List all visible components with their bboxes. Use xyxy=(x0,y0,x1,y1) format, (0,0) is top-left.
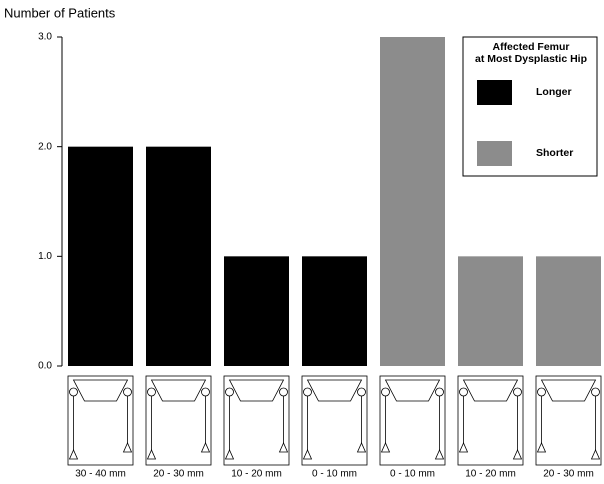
hip xyxy=(148,388,156,396)
y-tick-label: 1.0 xyxy=(38,251,52,262)
hip xyxy=(124,388,132,396)
chart: Number of Patients Affected Femur at Mos… xyxy=(0,0,604,484)
foot xyxy=(538,443,546,452)
foot xyxy=(202,443,210,452)
x-tick-label: 10 - 20 mm xyxy=(231,469,282,480)
x-tick-label: 30 - 40 mm xyxy=(75,469,126,480)
x-tick-label: 0 - 10 mm xyxy=(312,469,357,480)
pelvis xyxy=(464,380,518,401)
bar xyxy=(302,256,367,366)
hip xyxy=(70,388,78,396)
bar xyxy=(380,37,445,366)
hip xyxy=(202,388,210,396)
foot xyxy=(382,443,390,452)
bar xyxy=(224,256,289,366)
bar xyxy=(146,147,211,366)
legend-swatch xyxy=(477,141,512,166)
y-tick-label: 2.0 xyxy=(38,141,52,152)
pelvis xyxy=(386,380,440,401)
hip xyxy=(592,388,600,396)
legend-title: Affected Femur xyxy=(492,41,569,53)
hip xyxy=(382,388,390,396)
hip xyxy=(514,388,522,396)
foot xyxy=(358,443,366,452)
foot xyxy=(592,450,600,459)
foot xyxy=(70,450,78,459)
hip xyxy=(358,388,366,396)
hip xyxy=(460,388,468,396)
foot xyxy=(460,443,468,452)
y-tick-label: 3.0 xyxy=(38,32,52,43)
x-tick-label: 20 - 30 mm xyxy=(543,469,594,480)
hip xyxy=(226,388,234,396)
pelvis xyxy=(308,380,362,401)
hip xyxy=(436,388,444,396)
foot xyxy=(514,450,522,459)
hip xyxy=(538,388,546,396)
foot xyxy=(124,443,132,452)
foot xyxy=(436,450,444,459)
pelvis xyxy=(230,380,284,401)
legend-label: Longer xyxy=(536,86,572,98)
legend-title: at Most Dysplastic Hip xyxy=(475,53,587,65)
foot xyxy=(148,450,156,459)
y-axis-label: Number of Patients xyxy=(4,5,116,20)
pelvis xyxy=(74,380,128,401)
pelvis xyxy=(152,380,206,401)
foot xyxy=(280,443,288,452)
pelvis xyxy=(542,380,596,401)
legend-label: Shorter xyxy=(536,147,573,159)
y-tick-label: 0.0 xyxy=(38,361,52,372)
x-tick-label: 20 - 30 mm xyxy=(153,469,204,480)
x-tick-label: 10 - 20 mm xyxy=(465,469,516,480)
x-tick-label: 0 - 10 mm xyxy=(390,469,435,480)
hip xyxy=(304,388,312,396)
foot xyxy=(226,450,234,459)
legend-swatch xyxy=(477,80,512,105)
foot xyxy=(304,450,312,459)
bar xyxy=(68,147,133,366)
bar xyxy=(458,256,523,366)
bar xyxy=(536,256,601,366)
hip xyxy=(280,388,288,396)
